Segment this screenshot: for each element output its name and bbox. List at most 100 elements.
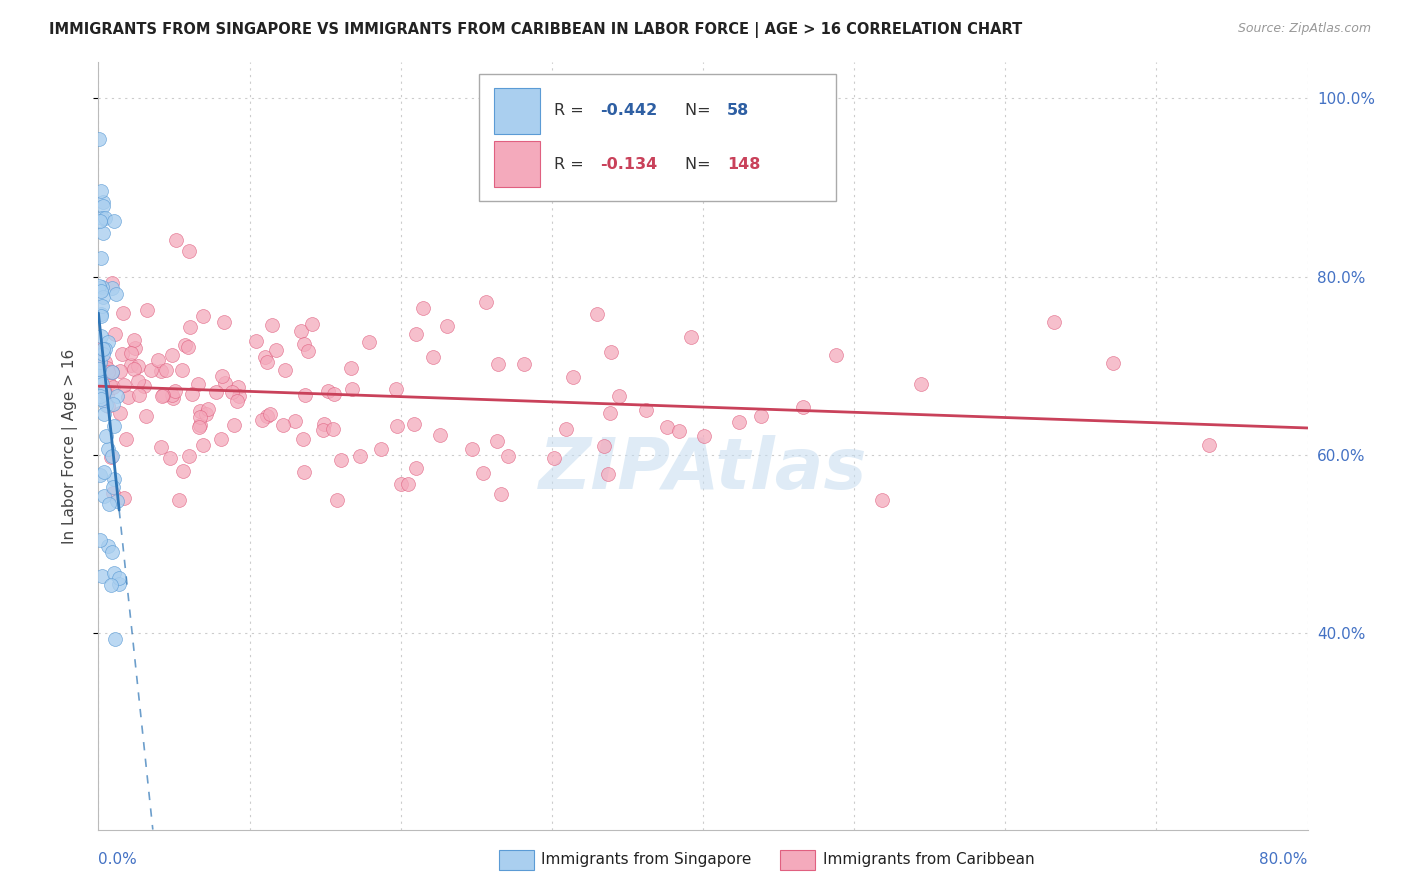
Point — [90, 392, 112, 407]
Text: Immigrants from Caribbean: Immigrants from Caribbean — [823, 853, 1035, 867]
Point — [96, 388, 118, 402]
Point — [100, 449, 122, 463]
Point — [103, 396, 125, 410]
Point — [292, 337, 315, 351]
Point — [94, 429, 117, 443]
Point — [100, 578, 122, 592]
Point — [120, 358, 142, 372]
Point — [101, 365, 124, 379]
Point — [93, 465, 115, 479]
Point — [97, 442, 120, 456]
Point — [90, 375, 112, 389]
Point — [357, 335, 380, 350]
Point — [187, 376, 209, 391]
Point — [1102, 356, 1125, 370]
Point — [103, 480, 125, 494]
Point — [228, 389, 250, 403]
Point — [323, 387, 346, 401]
Point — [489, 487, 512, 501]
Point — [910, 377, 932, 392]
Point — [212, 315, 235, 329]
Point — [657, 420, 679, 434]
Point — [259, 407, 281, 421]
Point — [609, 389, 631, 403]
Point — [90, 280, 112, 294]
Point — [100, 450, 122, 464]
Point — [97, 539, 120, 553]
Point — [195, 407, 218, 421]
Point — [90, 184, 112, 198]
Point — [150, 364, 173, 378]
Point — [94, 398, 117, 412]
Point — [404, 417, 426, 431]
Point — [104, 327, 127, 342]
Y-axis label: In Labor Force | Age > 16: In Labor Force | Age > 16 — [62, 349, 77, 543]
Point — [120, 345, 142, 359]
Point — [301, 318, 323, 332]
Point — [221, 384, 243, 399]
Point — [167, 492, 190, 507]
Text: -0.134: -0.134 — [600, 157, 658, 172]
Text: R =: R = — [554, 103, 589, 119]
Point — [245, 334, 267, 348]
Point — [91, 290, 114, 304]
Point — [322, 422, 344, 436]
Point — [111, 347, 134, 361]
Point — [155, 363, 177, 377]
Point — [1198, 438, 1220, 452]
Point — [91, 211, 114, 225]
Point — [159, 450, 181, 465]
Point — [177, 449, 200, 463]
Point — [292, 465, 315, 479]
Point — [260, 318, 283, 333]
Point — [103, 566, 125, 581]
Point — [165, 384, 187, 398]
Point — [224, 418, 246, 433]
Point — [188, 410, 211, 425]
Text: -0.442: -0.442 — [600, 103, 658, 119]
Point — [592, 439, 614, 453]
Point — [214, 376, 236, 390]
Text: 148: 148 — [727, 157, 761, 172]
Point — [180, 386, 202, 401]
Point — [87, 366, 110, 380]
Point — [93, 384, 115, 399]
Point — [89, 342, 111, 356]
Point — [104, 287, 127, 301]
Point — [177, 340, 200, 354]
Point — [112, 491, 135, 505]
Point — [91, 347, 114, 361]
Point — [103, 214, 125, 228]
Text: R =: R = — [554, 157, 589, 172]
Point — [585, 307, 607, 321]
Point — [173, 338, 195, 352]
Point — [226, 380, 249, 394]
Point — [385, 382, 408, 396]
Point — [340, 360, 363, 375]
Point — [389, 476, 412, 491]
Point — [193, 438, 215, 452]
Point — [91, 343, 114, 357]
Point — [370, 442, 392, 457]
Point — [97, 376, 120, 390]
Point — [474, 294, 496, 309]
Text: N=: N= — [685, 157, 716, 172]
Point — [89, 533, 111, 548]
Point — [485, 434, 508, 448]
Point — [127, 359, 149, 373]
Point — [422, 350, 444, 364]
Point — [101, 486, 124, 500]
Text: ZIPAtlas: ZIPAtlas — [538, 434, 868, 503]
Point — [132, 379, 155, 393]
Point — [679, 330, 702, 344]
Point — [162, 391, 184, 405]
Point — [89, 214, 111, 228]
Text: N=: N= — [685, 103, 716, 119]
Point — [97, 399, 120, 413]
Point — [89, 362, 111, 376]
Point — [1043, 315, 1066, 329]
Point — [135, 303, 157, 318]
Point — [349, 449, 371, 463]
Point — [90, 384, 112, 398]
Point — [513, 358, 536, 372]
